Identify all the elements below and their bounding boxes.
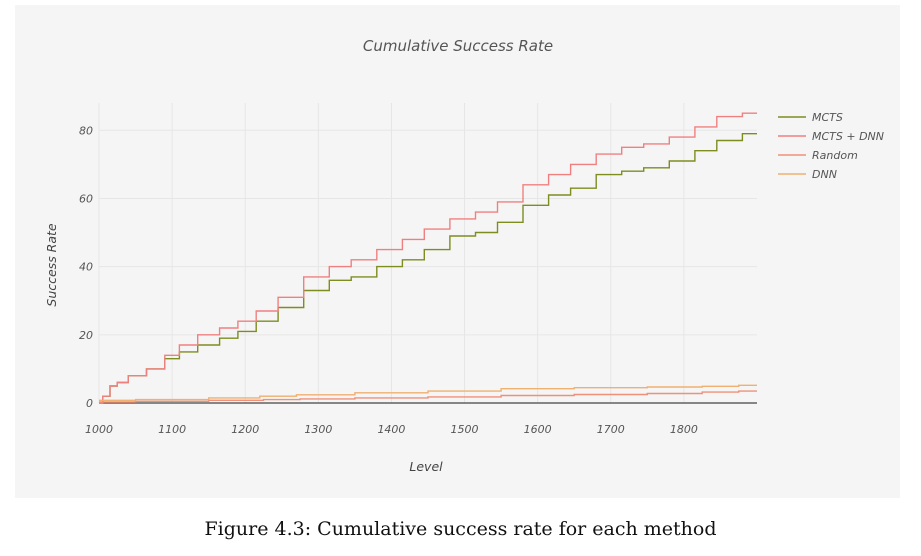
x-tick-label: 1800	[670, 423, 698, 436]
y-tick-label: 0	[86, 397, 93, 410]
legend-item[interactable]: MCTS	[778, 111, 843, 124]
legend-label: MCTS + DNN	[812, 130, 884, 143]
series-line-mcts-dnn	[99, 112, 757, 404]
x-tick-label: 1300	[304, 423, 332, 436]
legend-item[interactable]: Random	[778, 149, 858, 162]
chart-panel: Cumulative Success Rate 1000 1100 1200 1300…	[15, 5, 900, 498]
series-line-mcts	[99, 133, 757, 404]
y-axis-label: Success Rate	[44, 223, 59, 307]
legend-label: MCTS	[812, 111, 843, 124]
x-tick-label: 1000	[85, 423, 113, 436]
y-tick-label: 80	[79, 124, 93, 137]
grid	[98, 103, 757, 404]
x-tick-label: 1500	[451, 423, 479, 436]
y-tick-label: 40	[79, 261, 93, 274]
line-chart: Cumulative Success Rate 1000 1100 1200 1300…	[44, 37, 884, 474]
figure-caption: Figure 4.3: Cumulative success rate for …	[204, 518, 717, 540]
tick-labels: 1000 1100 1200 1300 1400 1500 1600 1700 1800 0 20 4…	[79, 124, 698, 436]
y-tick-label: 20	[79, 329, 93, 342]
x-tick-label: 1200	[231, 423, 259, 436]
legend-item[interactable]: MCTS + DNN	[778, 130, 884, 143]
legend-label: Random	[812, 149, 858, 162]
chart-title: Cumulative Success Rate	[363, 37, 553, 55]
x-tick-label: 1600	[524, 423, 552, 436]
legend-label: DNN	[812, 168, 837, 181]
x-tick-label: 1400	[377, 423, 405, 436]
x-tick-label: 1700	[597, 423, 625, 436]
x-axis-label: Level	[409, 459, 443, 474]
x-tick-label: 1100	[158, 423, 186, 436]
y-tick-label: 60	[79, 192, 93, 205]
series-lines	[99, 112, 757, 404]
series-line-dnn	[99, 384, 757, 401]
series-line-random	[99, 390, 757, 403]
legend[interactable]: MCTS MCTS + DNN Random DNN	[778, 111, 884, 181]
legend-item[interactable]: DNN	[778, 168, 837, 181]
